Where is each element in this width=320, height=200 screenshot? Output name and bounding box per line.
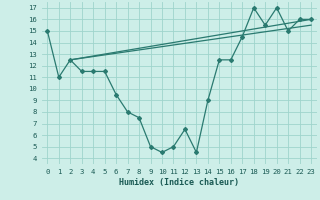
X-axis label: Humidex (Indice chaleur): Humidex (Indice chaleur) — [119, 178, 239, 187]
